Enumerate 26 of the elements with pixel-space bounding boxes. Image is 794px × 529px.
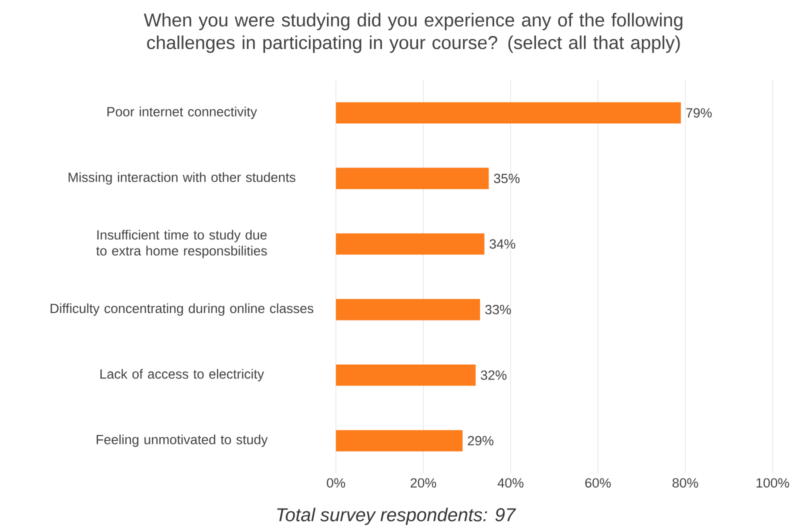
y-tick-label: Poor internet connectivity (107, 106, 258, 119)
y-tick-label: Lack of access to electricity (100, 368, 264, 382)
bar (336, 168, 489, 189)
bar (336, 430, 463, 452)
data-label: 29% (468, 436, 494, 446)
bar (336, 364, 476, 386)
bar (336, 102, 681, 124)
chart-title: When you were studying did you experience any of the following challenges in participating in your course? (select all that apply) (144, 12, 682, 53)
y-tick-label: Feeling unmotivated to study (96, 434, 268, 447)
bar (336, 298, 480, 320)
y-tick-label: Insufficient time to study due to extra home responsbilities (96, 230, 267, 258)
text: Total survey respondents: 97 (277, 507, 516, 525)
x-tick-label: 100% (756, 478, 790, 488)
data-label: 79% (686, 108, 712, 118)
data-label: 34% (490, 239, 516, 248)
y-tick-label: Missing interaction with other students (68, 172, 296, 184)
x-tick-label: 20% (410, 478, 436, 488)
bar (336, 233, 484, 254)
y-tick-label: Difficulty concentrating during online classes (50, 303, 314, 316)
x-tick-label: 0% (326, 478, 346, 488)
data-label: 33% (485, 304, 511, 314)
x-tick-label: 60% (585, 478, 611, 488)
data-label: 32% (480, 370, 506, 380)
data-label: 35% (494, 174, 520, 183)
x-tick-label: 40% (498, 478, 524, 488)
x-tick-label: 80% (672, 478, 698, 488)
